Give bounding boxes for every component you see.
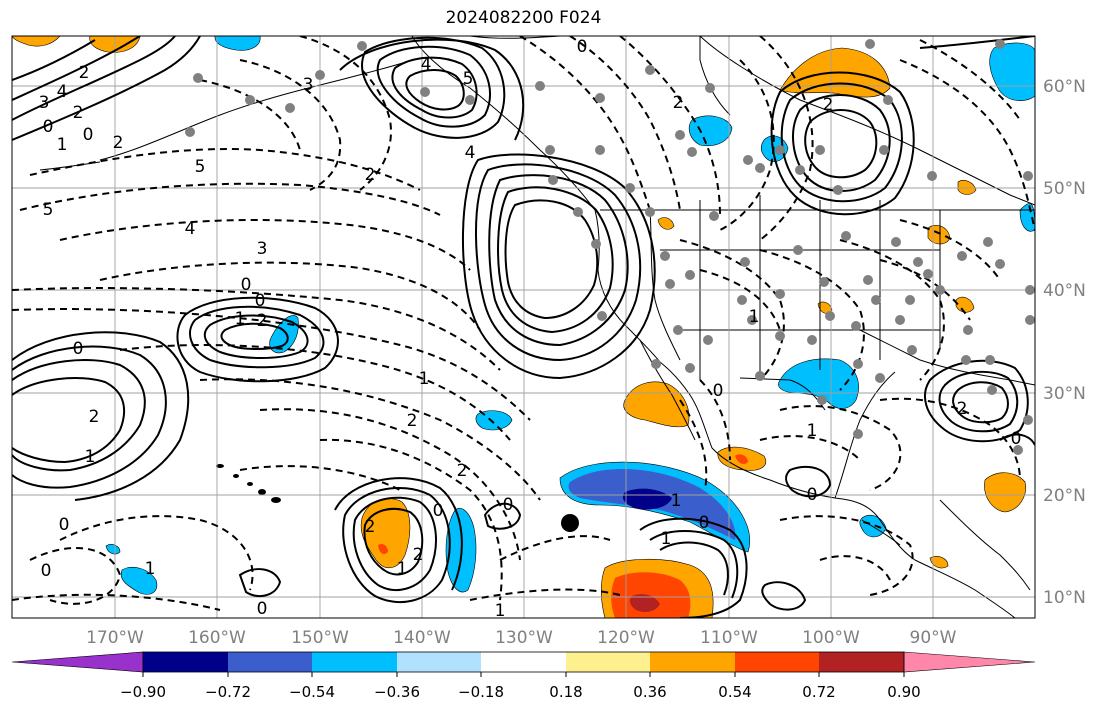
longitude-labels: 170°W 160°W 150°W 140°W 130°W 120°W 110°… <box>86 628 957 648</box>
contour-label: 0 <box>699 513 710 533</box>
contour-label: 2 <box>257 311 268 331</box>
colorbar-tick-label: −0.18 <box>458 683 504 701</box>
contour-label: 2 <box>957 399 968 419</box>
positive-contours <box>12 36 1035 618</box>
latitude-labels: 60°N 50°N 40°N 30°N 20°N 10°N <box>1043 77 1086 608</box>
lon-label: 90°W <box>910 628 957 648</box>
contour-label: 1 <box>145 559 156 579</box>
contour-label: 2 <box>673 93 684 113</box>
contour-label: 5 <box>463 69 474 89</box>
colorbar-segment <box>228 652 312 672</box>
contour-label: 2 <box>73 103 84 123</box>
colorbar-tick-label: −0.54 <box>289 683 335 701</box>
contour-label: 0 <box>83 125 94 145</box>
lon-label: 120°W <box>597 628 655 648</box>
contour-label: 1 <box>85 447 96 467</box>
colorbar-tick-label: −0.90 <box>120 683 166 701</box>
colorbar-segment <box>819 652 904 672</box>
lon-label: 130°W <box>495 628 553 648</box>
colorbar-segment <box>143 652 228 672</box>
contour-label: 0 <box>73 339 84 359</box>
contour-label: 0 <box>257 599 268 619</box>
contour-label: 1 <box>495 601 506 621</box>
contour-label: 1 <box>235 309 246 329</box>
colorbar-extend-high <box>903 651 1036 673</box>
lat-label: 50°N <box>1043 179 1086 199</box>
contour-label: 3 <box>257 239 268 259</box>
contour-label: 0 <box>43 117 54 137</box>
hawaii-islands <box>216 464 281 503</box>
contour-label: 1 <box>671 491 682 511</box>
lat-label: 20°N <box>1043 486 1086 506</box>
colorbar-tick-label: 0.54 <box>718 683 751 701</box>
colorbar-segment <box>735 652 819 672</box>
contour-label: 2 <box>89 407 100 427</box>
contour-label: 2 <box>113 133 124 153</box>
contour-label: 0 <box>255 291 266 311</box>
contour-label: 0 <box>1011 429 1022 449</box>
colorbar-segment <box>566 652 650 672</box>
colorbar-tick-label: 0.18 <box>549 683 582 701</box>
lon-label: 110°W <box>700 628 758 648</box>
contour-label: 0 <box>241 275 252 295</box>
lat-label: 30°N <box>1043 384 1086 404</box>
contour-label: 5 <box>195 157 206 177</box>
colorbar-extend-low <box>11 651 144 673</box>
lat-label: 40°N <box>1043 281 1086 301</box>
contour-label: 2 <box>365 165 376 185</box>
contour-label: 3 <box>39 93 50 113</box>
contour-label: 5 <box>43 200 54 220</box>
contour-label: 4 <box>421 55 432 75</box>
colorbar-tick-label: −0.72 <box>205 683 251 701</box>
lon-label: 150°W <box>291 628 349 648</box>
contour-label: 0 <box>433 501 444 521</box>
map-frame <box>11 35 1036 619</box>
graticule <box>12 36 1035 618</box>
contour-label: 2 <box>457 461 468 481</box>
colorbar-tick-label: 0.72 <box>802 683 835 701</box>
contour-label: 2 <box>79 63 90 83</box>
contour-label: 4 <box>57 82 68 102</box>
colorbar-segment <box>481 652 566 672</box>
contour-label: 4 <box>465 143 476 163</box>
lon-label: 100°W <box>802 628 860 648</box>
contour-label: 4 <box>185 219 196 239</box>
contour-label: 2 <box>823 95 834 115</box>
contour-label: 2 <box>365 517 376 537</box>
contour-label: 0 <box>713 381 724 401</box>
colorbar-segment <box>312 652 397 672</box>
contour-label: 1 <box>749 307 760 327</box>
map-title: 2024082200 F024 <box>445 8 602 28</box>
contour-labels: 2 4 3 2 0 0 1 2 0 5 4 5 4 3 2 0 1 2 0 5 … <box>39 37 1022 621</box>
colorbar-tick-label: −0.36 <box>374 683 420 701</box>
lon-label: 170°W <box>86 628 144 648</box>
colorbar-tick-label: 0.90 <box>887 683 920 701</box>
storm-center-marker <box>561 514 579 532</box>
contour-label: 0 <box>41 561 52 581</box>
colorbar-tick-label: 0.36 <box>633 683 666 701</box>
lat-label: 60°N <box>1043 77 1086 97</box>
contour-label: 1 <box>419 369 430 389</box>
contour-label: 2 <box>413 545 424 565</box>
contour-label: 0 <box>59 515 70 535</box>
negative-contours <box>12 36 1035 611</box>
colorbar: −0.90 −0.72 −0.54 −0.36 −0.18 0.18 0.36 … <box>11 651 1036 701</box>
contour-label: 0 <box>807 485 818 505</box>
colorbar-segment <box>397 652 481 672</box>
lon-label: 160°W <box>188 628 246 648</box>
lat-label: 10°N <box>1043 588 1086 608</box>
station-markers <box>185 39 1035 455</box>
colorbar-segment <box>650 652 735 672</box>
contour-label: 0 <box>577 37 588 57</box>
contour-label: 1 <box>397 559 408 579</box>
contour-label: 1 <box>57 135 68 155</box>
contour-label: 1 <box>807 421 818 441</box>
contour-label: 2 <box>407 411 418 431</box>
lon-label: 140°W <box>393 628 451 648</box>
contour-label: 1 <box>661 529 672 549</box>
contour-label: 0 <box>503 495 514 515</box>
contour-label: 3 <box>303 75 314 95</box>
